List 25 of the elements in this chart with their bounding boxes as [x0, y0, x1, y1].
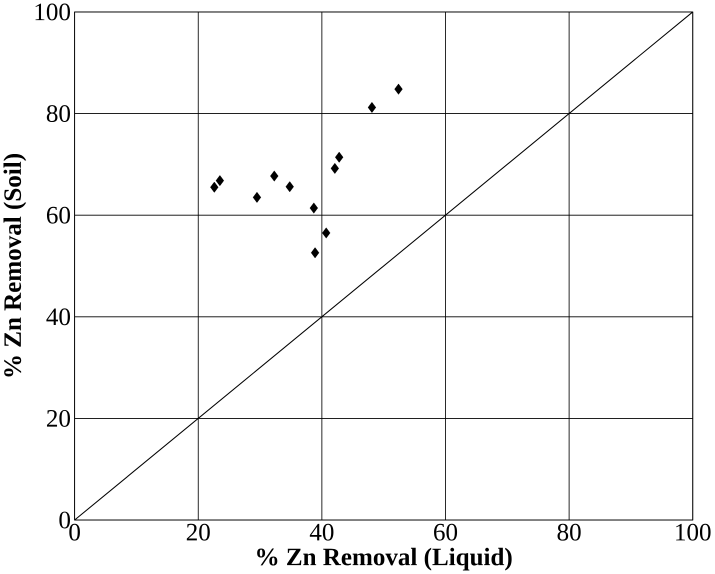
point: [270, 170, 278, 182]
x-tick-label: 60: [434, 524, 458, 541]
y-axis-title: % Zn Removal (Soil): [3, 154, 26, 376]
x-tick-label: 40: [310, 524, 334, 541]
point: [286, 181, 294, 192]
point: [252, 192, 262, 203]
x-tick-label: 100: [676, 524, 711, 541]
point: [330, 162, 339, 174]
y-tick-label: 80: [46, 105, 70, 122]
x-axis-title: % Zn Removal (Liquid): [257, 548, 512, 571]
point: [394, 84, 403, 95]
y-tick-label: 60: [46, 206, 70, 224]
point: [216, 175, 224, 186]
point: [310, 247, 320, 258]
x-tick-label: 80: [558, 524, 581, 541]
y-tick-label: 40: [46, 308, 70, 326]
y-tick-label: 100: [36, 3, 70, 20]
y-tick-label: 0: [59, 512, 70, 528]
point: [210, 182, 218, 193]
point: [322, 228, 330, 238]
point: [335, 152, 344, 163]
point: [310, 202, 318, 214]
point: [368, 102, 376, 113]
x-tick-label: 20: [186, 524, 210, 541]
y-tick-label: 20: [46, 410, 70, 427]
